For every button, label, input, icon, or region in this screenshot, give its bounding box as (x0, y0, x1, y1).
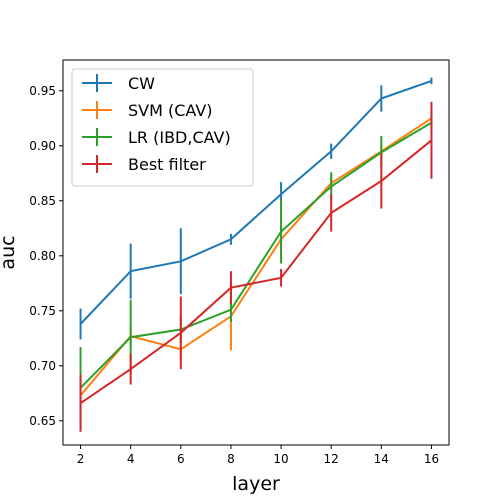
legend-box (71, 68, 254, 187)
y-tick-label: 0.90 (29, 139, 56, 153)
series-line (79, 121, 432, 389)
y-axis-label: auc (0, 235, 19, 269)
plot-frame (62, 59, 450, 446)
legend: CW SVM (CAV) LR (IBD,CAV) Best filter (71, 68, 254, 187)
x-tick-label: 2 (77, 452, 85, 466)
x-tick-label: 12 (324, 452, 339, 466)
x-axis-label: layer (232, 473, 280, 495)
x-tick-label: 8 (227, 452, 235, 466)
x-axis-ticks: 2 4 6 8 10 12 14 16 (77, 445, 439, 466)
legend-item: CW (82, 74, 155, 93)
y-tick-label: 0.70 (29, 359, 56, 373)
series-layer (79, 77, 433, 432)
legend-label: CW (128, 74, 155, 93)
legend-label: Best filter (128, 155, 206, 174)
x-tick-label: 16 (424, 452, 439, 466)
y-tick-label: 0.75 (29, 304, 56, 318)
legend-item: Best filter (82, 155, 206, 174)
series-cw (79, 77, 433, 340)
y-tick-label: 0.95 (29, 84, 56, 98)
x-tick-label: 6 (177, 452, 185, 466)
y-axis-ticks: 0.65 0.70 0.75 0.80 0.85 0.90 0.95 (29, 84, 63, 428)
legend-label: LR (IBD,CAV) (128, 128, 231, 147)
series-line (79, 79, 432, 325)
x-tick-label: 14 (374, 452, 389, 466)
x-tick-label: 10 (273, 452, 288, 466)
legend-item: SVM (CAV) (82, 101, 213, 120)
y-tick-label: 0.65 (29, 414, 56, 428)
series-best-filter (79, 101, 433, 432)
y-tick-label: 0.80 (29, 249, 56, 263)
series-line (79, 139, 433, 405)
y-tick-label: 0.85 (29, 194, 56, 208)
legend-item: LR (IBD,CAV) (82, 128, 231, 147)
legend-label: SVM (CAV) (128, 101, 213, 120)
series-line (79, 117, 432, 397)
x-tick-label: 4 (127, 452, 135, 466)
